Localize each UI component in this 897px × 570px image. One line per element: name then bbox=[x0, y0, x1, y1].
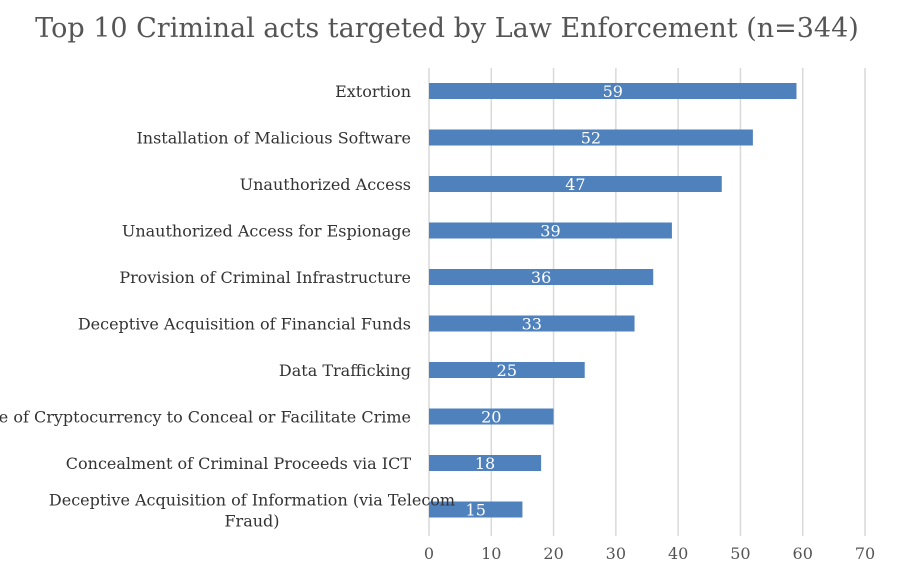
x-tick-label: 70 bbox=[855, 544, 875, 563]
bars: 59 52 47 39 36 33 25 20 18 15 bbox=[429, 82, 797, 520]
data-label: 52 bbox=[581, 129, 601, 148]
category-label: Deceptive Acquisition of Information (vi… bbox=[49, 491, 455, 510]
data-label: 25 bbox=[497, 361, 517, 380]
data-label: 15 bbox=[466, 501, 486, 520]
data-label: 20 bbox=[481, 408, 501, 427]
bar bbox=[429, 83, 797, 99]
bar bbox=[429, 222, 672, 239]
category-label: Provision of Criminal Infrastructure bbox=[119, 268, 411, 287]
category-label: Extortion bbox=[335, 82, 411, 101]
x-tick-label: 60 bbox=[793, 544, 813, 563]
x-tick-label: 10 bbox=[481, 544, 501, 563]
bar bbox=[429, 176, 722, 192]
bar bbox=[429, 408, 554, 425]
x-axis-tick-labels: 0 10 20 30 40 50 60 70 bbox=[424, 544, 875, 563]
category-label: Concealment of Criminal Proceeds via ICT bbox=[66, 454, 412, 473]
x-tick-label: 0 bbox=[424, 544, 434, 563]
x-tick-label: 50 bbox=[730, 544, 750, 563]
category-labels: Extortion Installation of Malicious Softw… bbox=[0, 82, 455, 531]
bar bbox=[429, 269, 654, 285]
bar bbox=[429, 129, 753, 146]
category-label: Installation of Malicious Software bbox=[136, 129, 411, 148]
category-label: Unauthorized Access for Espionage bbox=[122, 222, 411, 241]
data-label: 59 bbox=[603, 82, 623, 101]
gridlines bbox=[428, 68, 866, 536]
x-tick-label: 40 bbox=[668, 544, 688, 563]
bar bbox=[429, 501, 523, 518]
bar bbox=[429, 362, 585, 378]
x-tick-label: 20 bbox=[543, 544, 563, 563]
category-label: Use of Cryptocurrency to Conceal or Faci… bbox=[0, 408, 411, 427]
category-label: Unauthorized Access bbox=[240, 175, 411, 194]
category-label: Fraud) bbox=[224, 512, 279, 531]
category-label: Data Trafficking bbox=[279, 361, 411, 380]
category-label: Deceptive Acquisition of Financial Funds bbox=[78, 315, 411, 334]
data-label: 47 bbox=[565, 175, 585, 194]
data-label: 36 bbox=[531, 268, 551, 287]
data-label: 18 bbox=[475, 454, 495, 473]
chart-title: Top 10 Criminal acts targeted by Law Enf… bbox=[35, 13, 859, 44]
data-label: 39 bbox=[540, 222, 560, 241]
bar bbox=[429, 455, 542, 471]
x-tick-label: 30 bbox=[606, 544, 626, 563]
data-label: 33 bbox=[522, 315, 542, 334]
bar bbox=[429, 315, 635, 332]
